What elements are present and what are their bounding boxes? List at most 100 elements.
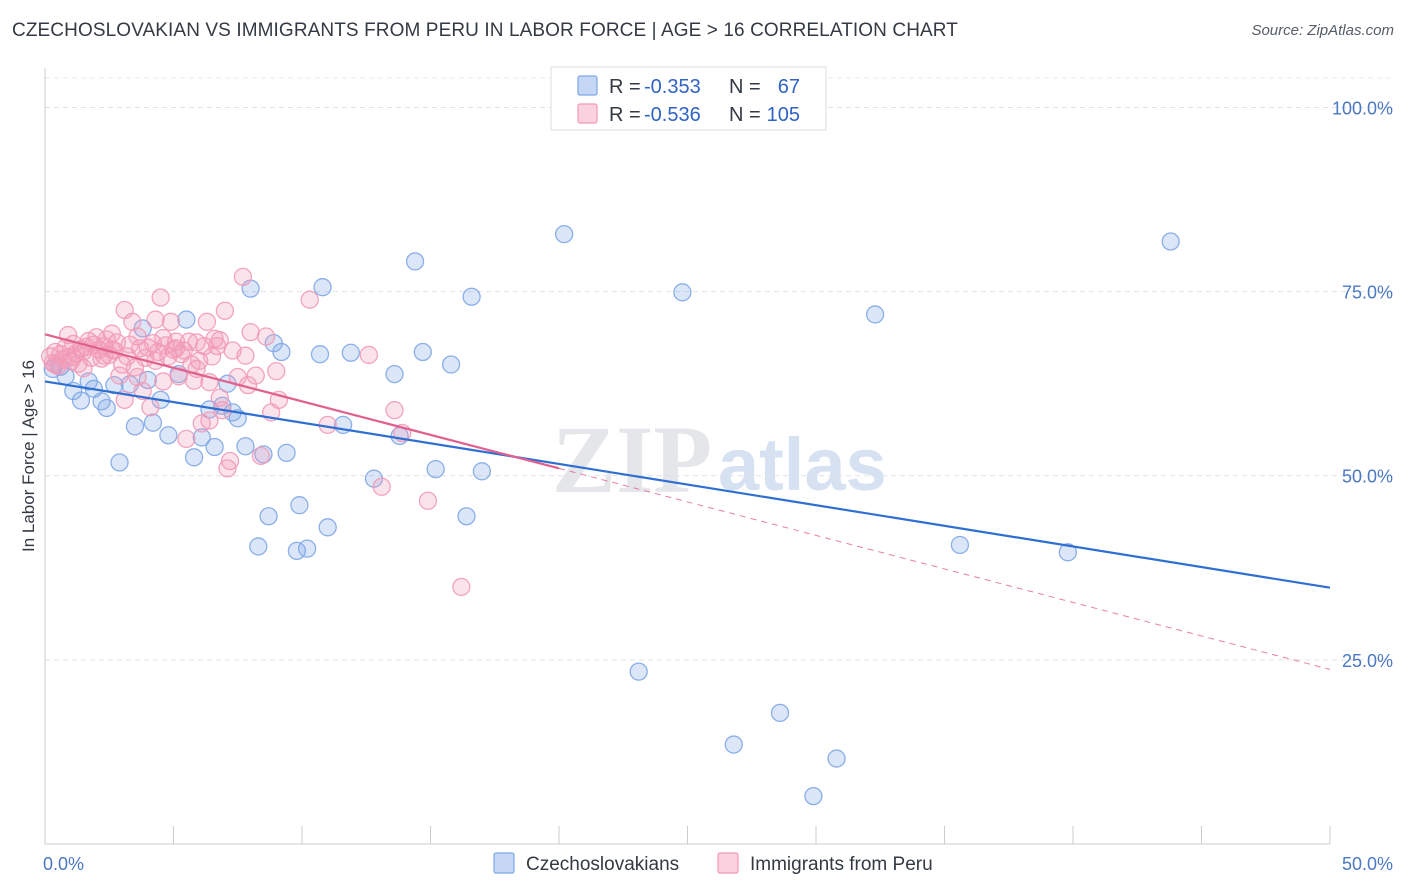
series-1-point-36 (133, 381, 152, 401)
y-axis-title: In Labor Force | Age > 16 (19, 360, 38, 552)
series-1-point-79 (256, 327, 276, 346)
stats-legend-r-value-peru: -0.536 (644, 104, 701, 126)
series-0-point-55 (629, 662, 648, 681)
legend-label-czechoslovakians: Czechoslovakians (526, 854, 679, 875)
series-1-point-98 (64, 347, 83, 367)
series-0-point-8 (97, 398, 116, 418)
x-tick-label-1: 50.0% (1342, 854, 1393, 874)
series-0-point-4 (71, 391, 91, 410)
trend-line-series-0 (44, 380, 1331, 589)
series-0-point-40 (313, 278, 332, 297)
series-0-point-63 (1058, 543, 1078, 562)
trend-line-series-1 (44, 333, 560, 470)
series-legend: Czechoslovakians Immigrants from Peru (493, 852, 933, 875)
series-0-point-23 (205, 437, 224, 457)
series-1-point-61 (197, 312, 217, 331)
y-tick-label-0: 100.0% (1332, 98, 1393, 118)
series-0-point-32 (259, 507, 278, 526)
series-1-point-86 (372, 477, 391, 496)
legend-swatch-peru (717, 852, 739, 874)
series-1-point-103 (210, 331, 229, 350)
series-0-point-60 (827, 749, 846, 768)
series-1-point-69 (218, 459, 237, 478)
watermark-atlas: atlas (718, 423, 887, 506)
series-1-points (40, 267, 471, 597)
trend-line-extension-series-1 (558, 467, 1331, 670)
series-0-point-50 (441, 355, 461, 374)
axes (44, 68, 1331, 845)
stats-legend-r-value-czechoslovakians: -0.353 (644, 76, 701, 98)
series-1-point-74 (236, 346, 255, 365)
series-1-point-43 (151, 288, 170, 307)
series-1-point-77 (246, 366, 265, 385)
series-0-point-10 (110, 453, 129, 472)
series-0-point-34 (272, 342, 291, 362)
series-1-point-100 (128, 367, 147, 387)
stats-legend-r-label-peru: R = (609, 104, 641, 126)
series-0-point-58 (770, 703, 790, 723)
series-1-point-78 (251, 446, 271, 465)
series-0-point-52 (462, 287, 481, 306)
stats-legend-n-value-czechoslovakians: 67 (778, 76, 800, 98)
legend-swatch-czechoslovakians (493, 852, 515, 874)
series-0-point-54 (554, 224, 574, 244)
series-1-point-90 (452, 577, 471, 597)
series-0-point-56 (673, 283, 692, 302)
series-1-point-89 (418, 491, 438, 510)
series-0-point-61 (865, 305, 885, 324)
y-tick-label-3: 25.0% (1342, 651, 1393, 671)
series-0-point-30 (249, 537, 268, 556)
y-tick-label-1: 75.0% (1342, 283, 1393, 303)
series-1-point-39 (141, 398, 160, 417)
series-0-point-43 (341, 343, 360, 362)
series-1-point-96 (200, 411, 219, 430)
series-1-point-47 (161, 312, 181, 331)
series-0-point-12 (125, 417, 145, 436)
x-tick-label-0: 0.0% (43, 854, 84, 874)
x-tick-labels: 0.0% 50.0% (43, 854, 1393, 874)
series-0-points (43, 224, 1180, 806)
series-0-point-53 (472, 462, 492, 481)
series-0-point-19 (177, 310, 196, 329)
series-0-point-28 (236, 437, 255, 456)
watermark-zip: ZIP (552, 406, 712, 513)
series-1-point-73 (233, 267, 253, 287)
series-1-point-101 (146, 310, 165, 329)
series-1-point-83 (300, 290, 319, 309)
series-1-point-94 (154, 328, 173, 348)
watermark: ZIP atlas (552, 406, 887, 513)
series-0-point-51 (457, 507, 476, 526)
stats-legend-swatch-czechoslovakians (577, 75, 598, 96)
stats-legend-n-value-peru: 105 (767, 104, 800, 126)
y-tick-labels: 100.0% 75.0% 50.0% 25.0% (1332, 98, 1393, 670)
y-tick-label-2: 50.0% (1342, 467, 1393, 487)
series-0-point-45 (385, 364, 404, 384)
stats-legend-swatch-peru (577, 103, 598, 124)
series-1-point-95 (187, 333, 206, 352)
series-0-point-38 (297, 539, 317, 558)
series-0-point-20 (184, 448, 204, 467)
series-1-point-85 (359, 345, 378, 365)
series-0-point-41 (318, 518, 337, 537)
series-0-point-37 (290, 496, 309, 515)
stats-legend-n-label-czechoslovakians: N = (729, 76, 761, 98)
series-0-point-57 (724, 735, 743, 754)
stats-legend-r-label-czechoslovakians: R = (609, 76, 641, 98)
series-1-point-53 (177, 429, 196, 449)
series-1-point-97 (46, 355, 65, 374)
series-1-point-81 (267, 361, 286, 381)
series-0-point-49 (426, 459, 445, 479)
series-1-point-27 (110, 366, 129, 385)
series-layer (40, 224, 1180, 806)
series-1-point-102 (166, 339, 186, 358)
stats-legend-n-label-peru: N = (729, 104, 761, 126)
legend-label-peru: Immigrants from Peru (750, 854, 933, 875)
series-0-point-47 (405, 252, 425, 271)
series-1-point-63 (202, 347, 222, 366)
chart-source: Source: ZipAtlas.com (1251, 22, 1394, 39)
series-0-point-64 (1161, 232, 1180, 251)
series-0-point-21 (192, 428, 211, 447)
series-0-point-35 (277, 443, 296, 463)
series-1-point-87 (385, 401, 404, 420)
